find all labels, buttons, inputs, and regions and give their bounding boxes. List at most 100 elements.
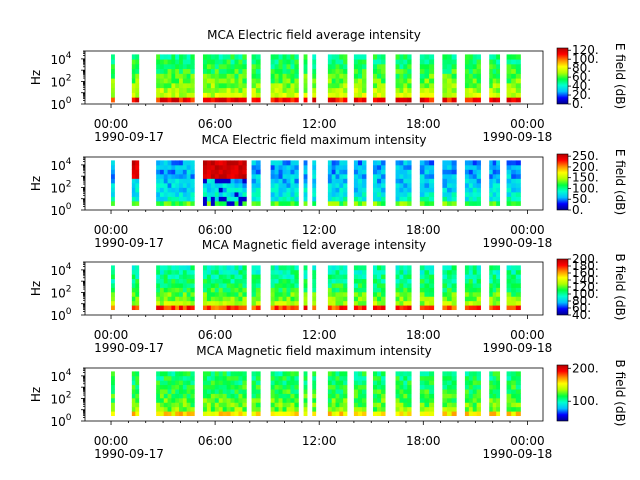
spectrogram-cell [242, 296, 247, 302]
spectrogram-cell [343, 178, 348, 184]
spectrogram-cell [242, 300, 247, 306]
spectrogram-cell [407, 291, 412, 297]
x-tick-label: 00:00 [510, 434, 545, 448]
spectrogram-cell [429, 173, 435, 179]
spectrogram-cell [403, 380, 408, 386]
spectrogram-cell [403, 178, 408, 184]
spectrogram-cell [312, 278, 317, 284]
spectrogram-cell [202, 269, 208, 275]
spectrogram-cell [489, 169, 494, 175]
spectrogram-cell [424, 54, 430, 60]
spectrogram-cell [515, 389, 521, 394]
spectrogram-cell [395, 187, 400, 193]
spectrogram-cell [206, 389, 212, 394]
spectrogram-cell [515, 274, 521, 280]
spectrogram-cell [131, 278, 136, 284]
spectrogram-cell [282, 287, 287, 293]
spectrogram-cell [381, 164, 386, 170]
colorbar-tick-label: 120. [572, 43, 599, 57]
spectrogram-cell [489, 97, 494, 103]
spectrogram-cell [403, 305, 408, 311]
spectrogram-cell [186, 196, 191, 202]
spectrogram-cell [206, 59, 212, 65]
spectrogram-cell [353, 380, 359, 386]
spectrogram-cell [331, 82, 336, 89]
spectrogram-cell [489, 191, 494, 197]
spectrogram-cell [202, 173, 208, 179]
spectrogram-cell [186, 384, 191, 390]
spectrogram-cell [472, 291, 478, 297]
spectrogram-cell [171, 201, 176, 206]
spectrogram-cell [377, 305, 382, 311]
spectrogram-cell [255, 397, 261, 403]
spectrogram-cell [206, 201, 212, 206]
spectrogram-cell [472, 371, 478, 377]
spectrogram-cell [222, 196, 228, 202]
spectrogram-cell [303, 269, 308, 275]
spectrogram-cell [442, 78, 448, 84]
spectrogram-cell [331, 283, 336, 288]
spectrogram-cell [362, 291, 367, 297]
spectrogram-cell [286, 300, 291, 306]
spectrogram-cell [381, 269, 386, 275]
spectrogram-cell [407, 78, 412, 84]
spectrogram-cell [159, 178, 165, 184]
spectrogram-cell [242, 92, 247, 98]
spectrogram-cell [294, 397, 299, 403]
spectrogram-cell [131, 201, 136, 206]
spectrogram-cell [403, 389, 408, 394]
spectrogram-cell [294, 82, 299, 89]
spectrogram-cell [179, 164, 184, 170]
spectrogram-cell [381, 73, 386, 79]
spectrogram-cell [372, 63, 378, 70]
spectrogram-cell [238, 393, 243, 399]
spectrogram-cell [286, 178, 291, 184]
spectrogram-cell [407, 187, 412, 193]
spectrogram-cell [403, 300, 408, 306]
spectrogram-cell [464, 296, 470, 302]
spectrogram-cell [442, 296, 448, 302]
spectrogram-cell [468, 201, 474, 206]
spectrogram-cell [135, 300, 140, 306]
spectrogram-cell [362, 269, 367, 275]
spectrogram-cell [186, 283, 191, 288]
spectrogram-cell [222, 274, 228, 280]
spectrogram-cell [331, 389, 336, 394]
spectrogram-cell [511, 371, 517, 377]
spectrogram-cell [429, 82, 435, 89]
spectrogram-cell [515, 380, 521, 386]
spectrogram-cell [451, 187, 457, 193]
spectrogram-cell [234, 384, 239, 390]
spectrogram-cell [489, 265, 494, 271]
spectrogram-cell [274, 182, 279, 188]
spectrogram-cell [238, 402, 243, 408]
spectrogram-cell [447, 97, 453, 103]
spectrogram-cell [492, 73, 497, 79]
spectrogram-cell [171, 265, 176, 271]
spectrogram-cell [290, 291, 295, 297]
spectrogram-cell [489, 380, 494, 386]
spectrogram-cell [167, 87, 172, 93]
spectrogram-cell [156, 371, 161, 377]
spectrogram-cell [442, 169, 448, 175]
spectrogram-cell [255, 187, 261, 193]
spectrogram-cell [464, 300, 470, 306]
spectrogram-cell [489, 54, 494, 60]
colorbar-tick-label: 20. [572, 88, 591, 102]
spectrogram-cell [274, 201, 279, 206]
spectrogram-cell [255, 160, 261, 166]
spectrogram-cell [496, 402, 501, 408]
spectrogram-cell [476, 393, 481, 399]
spectrogram-cell [399, 274, 404, 280]
spectrogram-cell [255, 274, 261, 280]
spectrogram-cell [238, 59, 243, 65]
spectrogram-cell [278, 402, 283, 408]
spectrogram-cell [492, 173, 497, 179]
spectrogram-cell [278, 63, 283, 70]
spectrogram-cell [447, 59, 453, 65]
spectrogram-cell [303, 283, 308, 288]
spectrogram-cell [242, 191, 247, 197]
spectrogram-cell [343, 402, 348, 408]
spectrogram-cell [270, 380, 275, 386]
spectrogram-cell [226, 87, 231, 93]
